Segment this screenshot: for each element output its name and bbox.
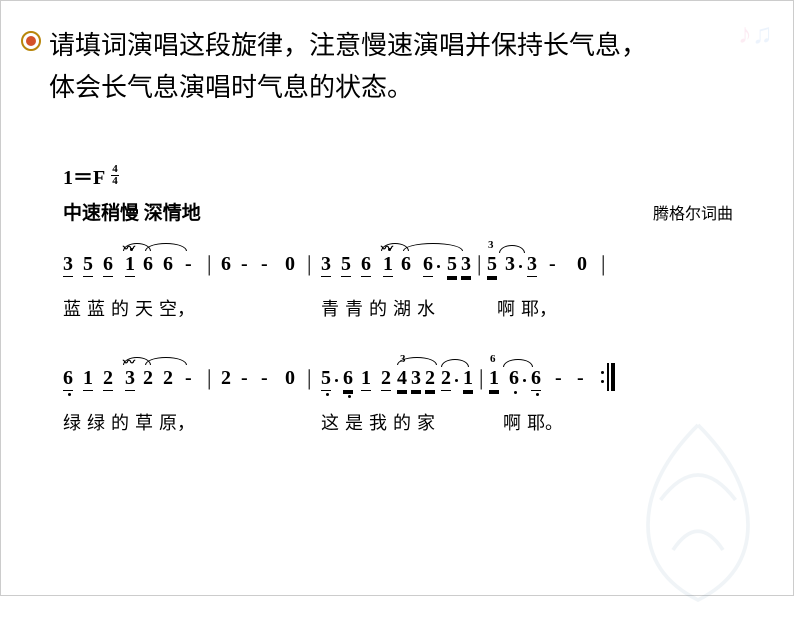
time-signature: 4 4 [111, 164, 119, 187]
bullet-point-icon [21, 31, 41, 51]
music-line-1: 3 5 6 1 〰 6 6 - | 6 - - 0 | 3 5 6 1 〰 6 … [63, 253, 743, 293]
key-label: 1＝F [63, 161, 105, 190]
tempo-marking: 中速稍慢 深情地 [63, 198, 201, 225]
music-note-watermark: ♪♫ [738, 19, 773, 51]
repeat-end-barline [601, 363, 615, 391]
tempo-row: 中速稍慢 深情地 腾格尔词曲 [63, 198, 743, 225]
music-score: 1＝F 4 4 中速稍慢 深情地 腾格尔词曲 3 5 6 1 〰 6 6 - |… [63, 161, 743, 435]
instruction-line-1: 请填词演唱这段旋律，注意慢速演唱并保持长气息， [49, 25, 729, 67]
composer-credit: 腾格尔词曲 [653, 200, 733, 224]
lyric-line-1: 蓝 蓝 的 天 空， 青 青 的 湖 水 啊 耶， [63, 295, 743, 321]
music-line-2: 6 1 2 3 〰 2 2 - | 2 - - 0 | 5 6 1 2 3 4 … [63, 367, 743, 407]
instruction-text: 请填词演唱这段旋律，注意慢速演唱并保持长气息， 体会长气息演唱时气息的状态。 [49, 25, 729, 108]
instruction-line-2: 体会长气息演唱时气息的状态。 [49, 67, 729, 109]
lyric-line-2: 绿 绿 的 草 原， 这 是 我 的 家 啊 耶。 [63, 409, 743, 435]
key-signature: 1＝F 4 4 [63, 161, 743, 190]
